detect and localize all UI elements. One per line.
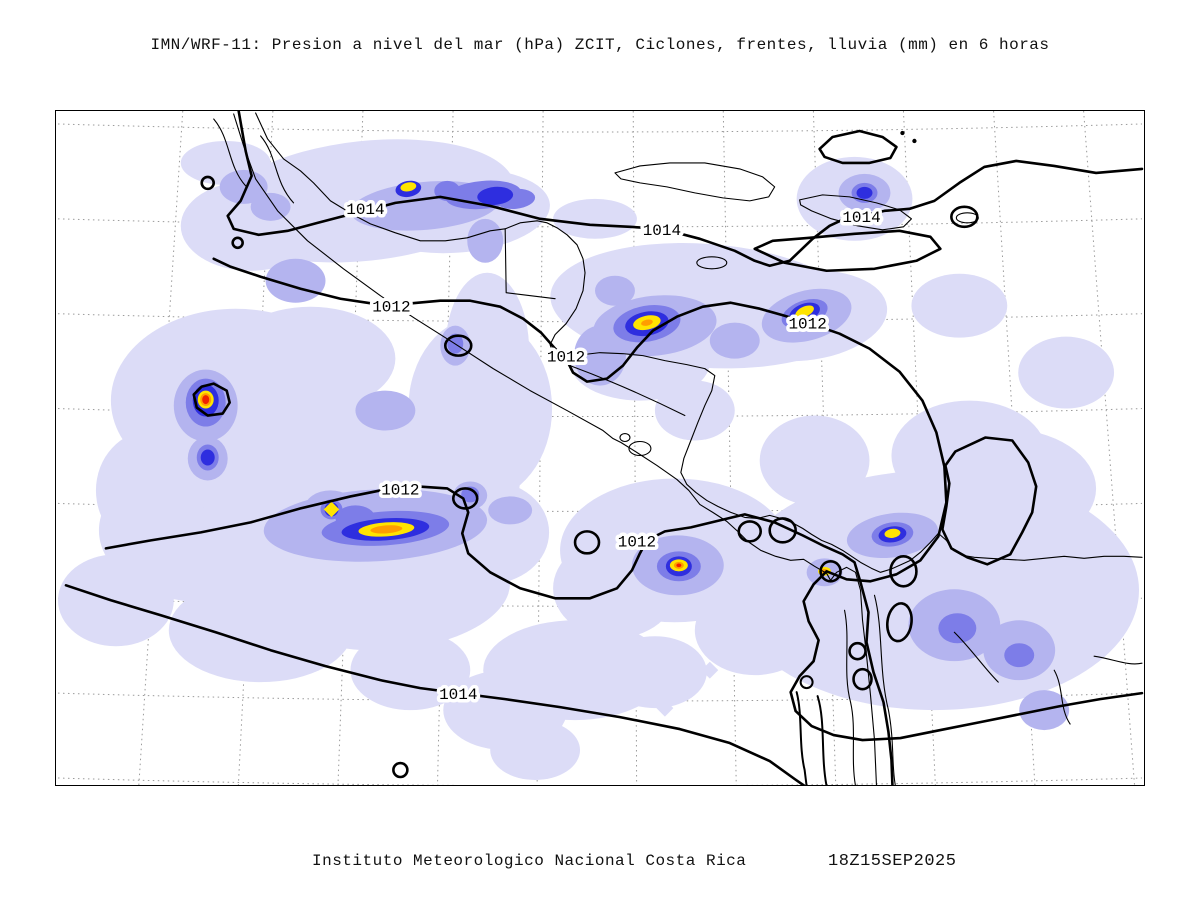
- isobar-label: 1014: [346, 201, 384, 219]
- pressure-contours: [64, 111, 1144, 785]
- isobar-small-loop: [819, 560, 842, 583]
- isobar-label: 1012: [618, 533, 656, 551]
- isobar-small-loop: [950, 205, 979, 229]
- isobar-1014-north: [226, 111, 1144, 268]
- border-honduras-nicaragua: [569, 365, 686, 417]
- chart-title: IMN/WRF-11: Presion a nivel del mar (hPa…: [150, 36, 1050, 54]
- island-jamaica: [696, 256, 728, 270]
- isobar-small-loop: [848, 641, 867, 661]
- isobar-1012-pacific: [104, 485, 894, 785]
- isobar-small-loop: [852, 667, 873, 691]
- rain-cores-red: [202, 395, 682, 568]
- island-bahamas-1: [900, 130, 905, 136]
- isobar-loop-hispaniola: [753, 229, 942, 273]
- river-venezuela-3: [1053, 669, 1071, 725]
- border-yucatan: [504, 228, 556, 300]
- isobar-label: 1012: [788, 316, 826, 334]
- coastlines: [213, 112, 1143, 785]
- island-bahamas-2: [912, 138, 917, 144]
- isobar-loop-low-pacific: [192, 382, 231, 417]
- isobar-loop-east: [941, 436, 1038, 566]
- isobar-label: 1014: [439, 686, 477, 704]
- river-colombia-1: [844, 609, 856, 785]
- isobar-label: 1012: [381, 481, 419, 499]
- isobar-1014-south: [64, 583, 806, 785]
- river-venezuela-2: [1093, 655, 1143, 665]
- isobar-1012-central: [212, 257, 1144, 742]
- trough-line-2: [816, 695, 828, 785]
- isobar-small-loop: [200, 175, 216, 191]
- map-frame: 1014 1014 1014 1012 1012 1012 1012 1012 …: [55, 110, 1145, 786]
- isobar-label: 1014: [842, 209, 880, 227]
- coast-pacific: [233, 113, 877, 785]
- isobar-small-loop: [768, 517, 797, 544]
- isobar-small-loop: [231, 236, 244, 250]
- island-hispaniola: [799, 194, 912, 231]
- isobar-label: 1012: [372, 299, 410, 317]
- weather-map: 1014 1014 1014 1012 1012 1012 1012 1012 …: [57, 111, 1144, 785]
- isobar-small-loop: [799, 675, 814, 690]
- isobar-small-loop: [886, 602, 913, 643]
- lake-nicaragua: [628, 440, 652, 457]
- border-mexico-2: [260, 135, 295, 204]
- isobar-small-loop: [889, 555, 918, 588]
- isobar-small-loop: [392, 761, 409, 779]
- isobar-loop-topright: [818, 129, 898, 165]
- river-venezuela-1: [953, 631, 999, 683]
- institute-credit: Instituto Meteorologico Nacional Costa R…: [312, 852, 747, 870]
- lake-managua: [619, 432, 631, 443]
- isobar-label: 1012: [547, 349, 585, 367]
- trough-line-1: [795, 691, 808, 785]
- isobar-small-loop: [443, 334, 473, 357]
- isobar-small-loop: [573, 530, 601, 555]
- isobar-labels: 1014 1014 1014 1012 1012 1012 1012 1012 …: [343, 197, 884, 707]
- isobar-small-loop: [451, 487, 479, 510]
- river-colombia-2: [873, 594, 896, 785]
- border-mexico-1: [213, 118, 247, 187]
- timestamp: 18Z15SEP2025: [828, 852, 957, 871]
- isobar-small-loop: [737, 520, 763, 543]
- coast-gulf-caribbean: [255, 112, 1143, 573]
- heavy-rain-cell: [202, 395, 210, 405]
- isobar-label: 1014: [643, 222, 681, 240]
- island-cuba: [614, 162, 776, 202]
